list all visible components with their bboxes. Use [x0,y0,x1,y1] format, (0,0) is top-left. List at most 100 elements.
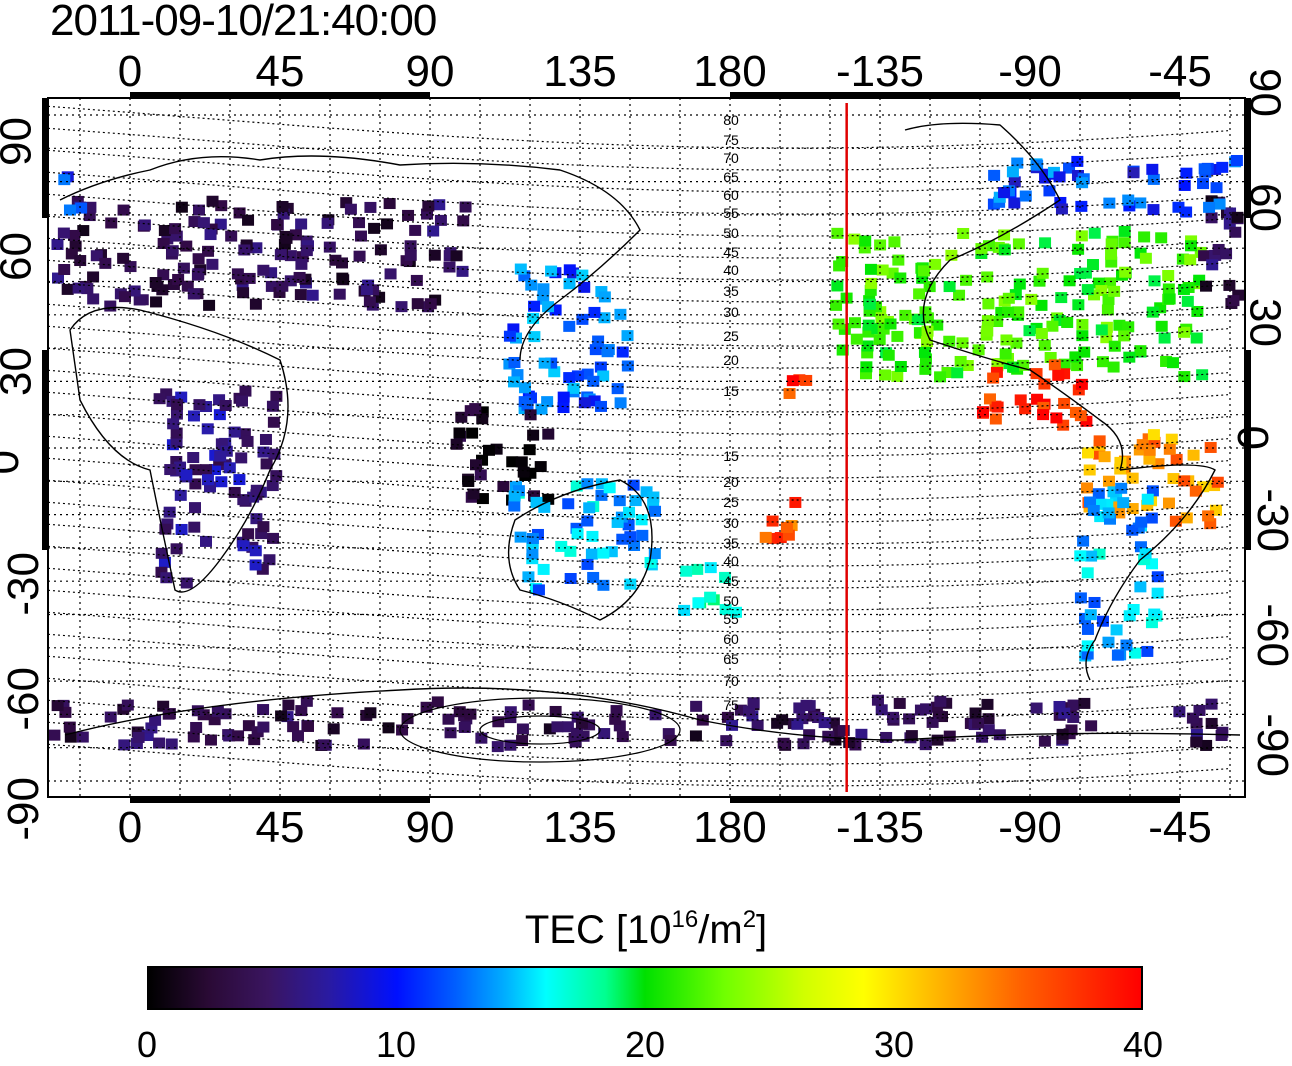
tec-pixel [941,367,954,379]
tec-pixel [859,235,872,247]
tec-pixel [583,502,596,514]
tec-pixel [51,238,64,250]
tec-pixel [201,423,214,435]
tec-pixel [422,200,435,212]
tec-pixel [578,397,591,409]
tec-pixel [1134,541,1147,553]
tec-pixel [277,208,290,220]
contour-line [47,127,1229,171]
tec-pixel [551,721,564,733]
tec-pixel [903,713,916,725]
tec-pixel [458,721,471,733]
tec-pixel [1088,289,1101,301]
tec-pixel [63,204,76,216]
tec-pixel [295,258,308,270]
tec-pixel [537,563,550,575]
tec-pixel [522,571,535,583]
tec-pixel [528,300,541,312]
tec-pixel [1108,285,1121,297]
tec-pixel [1123,200,1136,212]
tec-pixel [863,298,876,310]
tec-pixel [729,606,742,618]
tec-pixel [998,187,1011,199]
contour-label: 50 [723,593,739,609]
tec-pixel [242,528,255,540]
tec-pixel [1078,697,1091,709]
tec-pixel [48,729,61,741]
tec-pixel [538,357,551,369]
tec-pixel [1113,319,1126,331]
lon-tick-top: 0 [117,47,143,96]
tec-pixel [1138,554,1151,566]
tec-pixel [571,711,584,723]
tec-pixel [202,245,215,257]
tec-pixel [882,349,895,361]
tec-pixel [818,717,831,729]
tec-pixel [995,306,1008,318]
frame-bar [730,92,1180,98]
tec-pixel [557,402,570,414]
tec-pixel [1002,306,1015,318]
tec-pixel [849,739,862,751]
tec-pixel [862,319,875,331]
tec-pixel [301,720,314,732]
tec-pixel [145,722,158,734]
contour-label: 15 [723,383,739,399]
tec-pixel [231,268,244,280]
tec-pixel [586,530,599,542]
tec-pixel [1163,443,1176,455]
tec-pixel [204,229,217,241]
tec-pixel [215,200,228,212]
tec-pixel [287,721,300,733]
tec-pixel [476,454,489,466]
tec-pixel [1118,225,1131,237]
tec-pixel [585,548,598,560]
tec-pixel [239,385,252,397]
tec-pixel [571,370,584,382]
tec-pixel [170,230,183,242]
colorbar-title-exp2: 2 [742,906,757,933]
tec-pixel [467,488,480,500]
tec-pixel [690,700,703,712]
tec-pixel [57,227,70,239]
tec-pixel [1102,507,1115,519]
tec-pixel [991,316,1004,328]
tec-pixel [879,369,892,381]
tec-pixel [1061,316,1074,328]
tec-pixel [1184,240,1197,252]
tec-pixel [434,214,447,226]
tec-pixel [294,289,307,301]
tec-pixel [975,243,988,255]
tec-pixel [170,455,183,467]
tec-pixel [453,427,466,439]
tec-pixel [691,563,704,575]
tec-pixel [534,461,547,473]
tec-pixel [257,264,270,276]
tec-pixel [892,254,905,266]
tec-pixel [954,355,967,367]
tec-pixel [1178,371,1191,383]
tec-pixel [1054,196,1067,208]
tec-pixel [913,327,926,339]
tec-pixel [278,238,291,250]
tec-pixel [1147,429,1160,441]
tec-pixel [614,308,627,320]
tec-pixel [1134,345,1147,357]
tec-pixel [58,174,71,186]
lat-tick-left: -30 [0,552,48,616]
tec-pixel [555,540,568,552]
tec-pixel [247,491,260,503]
tec-pixel [1177,283,1190,295]
tec-pixel [99,257,112,269]
tec-pixel [774,532,787,544]
tec-pixel [450,438,463,450]
contour-label: 70 [723,673,739,689]
contour-line [47,347,1229,391]
tec-pixel [848,317,861,329]
tec-pixel [1205,717,1218,729]
tec-pixel [545,357,558,369]
contour-label: 65 [723,169,739,185]
tec-pixel [791,718,804,730]
coastline [904,122,1124,471]
tec-pixel [215,438,228,450]
